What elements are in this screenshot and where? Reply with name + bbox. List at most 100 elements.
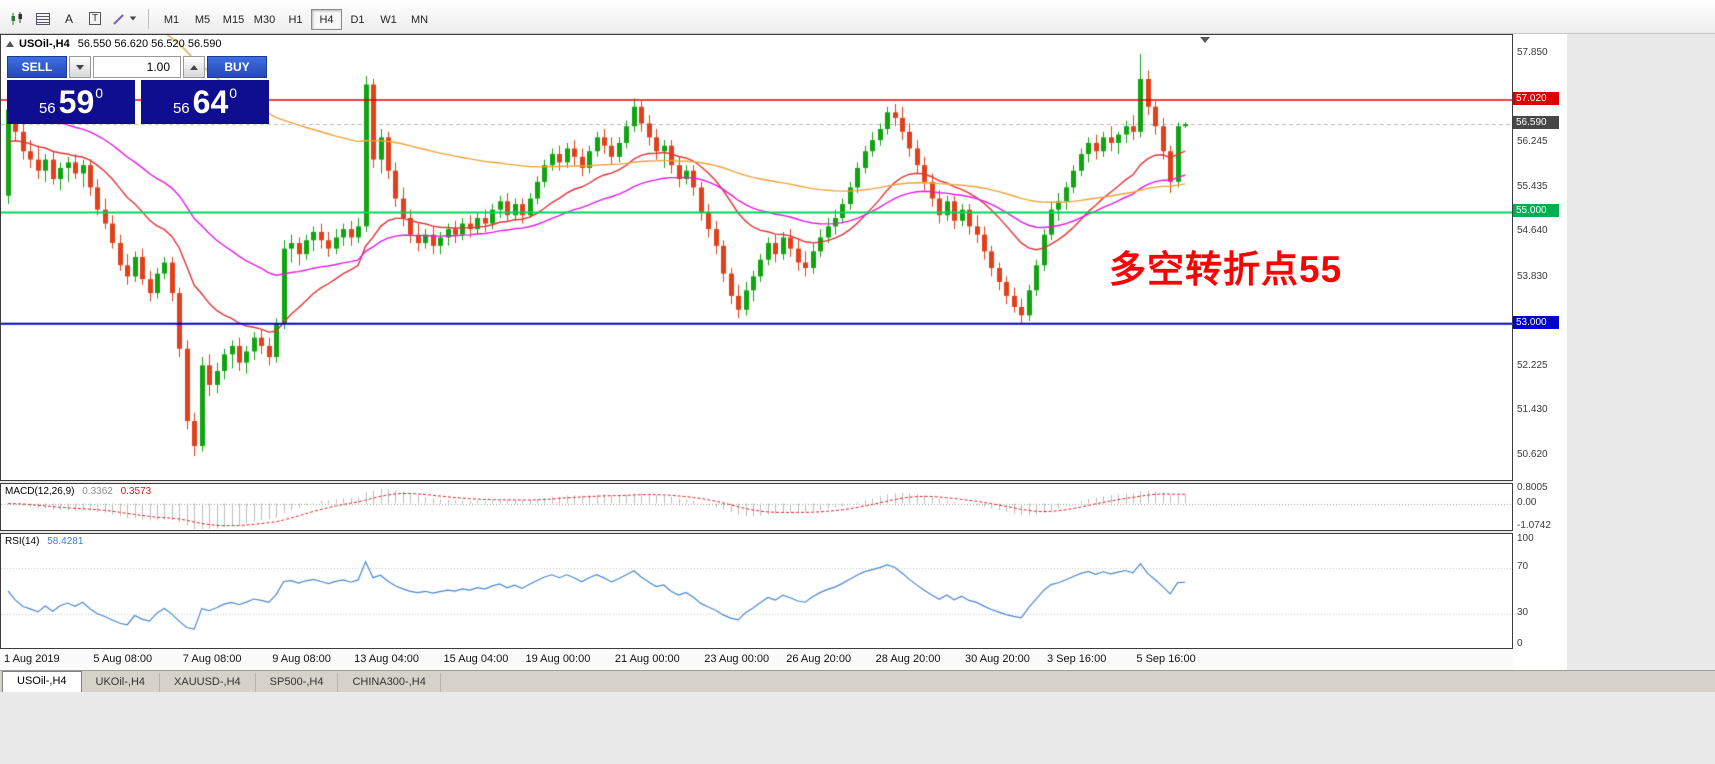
tab-china300-h4[interactable]: CHINA300-,H4 — [338, 673, 441, 692]
chart-ohlc-values: 56.550 56.620 56.520 56.590 — [77, 38, 222, 50]
tab-xauusd-h4[interactable]: XAUUSD-,H4 — [160, 673, 256, 692]
ask-price-display[interactable]: 56 64 0 — [141, 80, 269, 124]
time-axis-label: 15 Aug 04:00 — [443, 653, 509, 665]
axis-tick-label: -1.0742 — [1517, 520, 1551, 531]
timeframe-m30-button[interactable]: M30 — [249, 9, 280, 30]
chart-title: USOil-,H4 56.550 56.620 56.520 56.590 — [6, 38, 221, 50]
axis-price-flag: 53.000 — [1513, 315, 1559, 329]
draw-tools-icon[interactable] — [108, 7, 141, 30]
pencil-glyph — [113, 13, 124, 25]
axis-tick-label: 70 — [1517, 561, 1529, 573]
toolbar-separator — [148, 9, 149, 29]
rsi-value: 58.4281 — [47, 536, 84, 547]
bid-prefix: 56 — [38, 100, 56, 117]
chart-candles-icon[interactable] — [4, 7, 30, 30]
axis-price-flag: 57.020 — [1513, 92, 1559, 106]
timeframe-h4-button[interactable]: H4 — [311, 9, 342, 30]
macd-panel: MACD(12,26,9) 0.3362 0.3573 — [0, 483, 1513, 531]
volume-increase-button[interactable] — [183, 56, 205, 78]
chart-symbol-label: USOil-,H4 — [19, 38, 70, 50]
axis-tick-label: 56.245 — [1517, 136, 1548, 148]
timeframe-d1-button[interactable]: D1 — [342, 9, 373, 30]
timeframe-h1-button[interactable]: H1 — [280, 9, 311, 30]
price-axis-macd: 0.8005 0.00 -1.0742 — [1513, 482, 1567, 531]
timeframe-mn-button[interactable]: MN — [404, 9, 435, 30]
axis-price-flag: 55.000 — [1513, 204, 1559, 218]
toolbar: A T M1 M5 M15 M30 H1 H4 D1 W1 MN — [0, 0, 1715, 34]
chart-grid-icon[interactable] — [30, 7, 56, 30]
bid-main: 59 — [58, 84, 95, 120]
price-axis[interactable]: 57.850 56.245 55.435 54.640 53.830 52.225 51.4… — [1513, 34, 1567, 670]
volume-input[interactable] — [93, 56, 181, 78]
sell-button[interactable]: SELL — [7, 56, 67, 78]
one-click-trading-panel: SELL BUY 56 59 0 56 64 0 — [7, 56, 269, 124]
time-axis-label: 3 Sep 16:00 — [1047, 653, 1107, 665]
candles-glyph — [11, 11, 22, 25]
trade-controls-row: SELL BUY — [7, 56, 269, 78]
time-axis-label: 9 Aug 08:00 — [272, 653, 331, 665]
axis-tick-label: 55.435 — [1517, 181, 1548, 193]
macd-label: MACD(12,26,9) 0.3362 0.3573 — [5, 486, 156, 497]
main-chart-panel: USOil-,H4 56.550 56.620 56.520 56.590 SE… — [0, 34, 1513, 481]
timeframe-m5-button[interactable]: M5 — [187, 9, 218, 30]
tab-ukoil-h4[interactable]: UKOil-,H4 — [82, 673, 161, 692]
chevron-up-icon — [190, 64, 198, 70]
timeframe-w1-button[interactable]: W1 — [373, 9, 404, 30]
axis-price-flag: 56.590 — [1513, 116, 1559, 129]
rsi-label: RSI(14) 58.4281 — [5, 536, 88, 547]
rsi-canvas[interactable] — [1, 534, 1512, 648]
axis-tick-label: 53.830 — [1517, 270, 1548, 282]
price-annotation: 多空转折点55 — [1109, 249, 1343, 290]
time-axis-label: 7 Aug 08:00 — [182, 653, 242, 665]
macd-canvas[interactable] — [1, 484, 1512, 530]
macd-name: MACD(12,26,9) — [5, 486, 75, 497]
ask-pip: 0 — [229, 85, 238, 101]
tab-usoil-h4[interactable]: USOil-,H4 — [2, 671, 82, 692]
time-axis-label: 23 Aug 00:00 — [704, 653, 770, 665]
trade-quotes-row: 56 59 0 56 64 0 — [7, 80, 269, 124]
time-axis-label: 28 Aug 20:00 — [875, 653, 941, 665]
buy-button[interactable]: BUY — [207, 56, 267, 78]
axis-tick-label: 51.430 — [1517, 404, 1548, 416]
macd-value-main: 0.3362 — [82, 486, 113, 497]
axis-tick-label: 0 — [1517, 638, 1523, 649]
time-axis-label: 21 Aug 00:00 — [614, 653, 680, 665]
bid-price-display[interactable]: 56 59 0 — [7, 80, 135, 124]
axis-tick-label: 54.640 — [1517, 225, 1548, 237]
timeframe-m1-button[interactable]: M1 — [156, 9, 187, 30]
time-axis[interactable]: 1 Aug 2019 5 Aug 08:00 7 Aug 08:00 9 Aug 08… — [0, 649, 1513, 670]
rsi-name: RSI(14) — [5, 536, 40, 547]
price-axis-rsi: 100 70 30 0 — [1513, 533, 1567, 649]
chart-shift-marker[interactable] — [1200, 37, 1210, 43]
axis-tick-label: 0.00 — [1517, 496, 1537, 508]
time-axis-label: 1 Aug 2019 — [4, 653, 60, 665]
axis-tick-label: 52.225 — [1517, 359, 1548, 371]
time-axis-label: 30 Aug 20:00 — [965, 653, 1030, 665]
time-axis-label: 5 Sep 16:00 — [1136, 653, 1196, 665]
axis-tick-label: 0.8005 — [1517, 482, 1548, 493]
ask-main: 64 — [192, 84, 229, 120]
time-axis-label: 19 Aug 00:00 — [525, 653, 591, 665]
rsi-panel: RSI(14) 58.4281 — [0, 533, 1513, 649]
axis-tick-label: 30 — [1517, 606, 1529, 618]
axis-tick-label: 100 — [1517, 533, 1534, 544]
axis-tick-label: 50.620 — [1517, 449, 1548, 461]
price-axis-main: 57.850 56.245 55.435 54.640 53.830 52.225 51.4… — [1513, 34, 1567, 481]
volume-decrease-button[interactable] — [69, 56, 91, 78]
bid-pip: 0 — [95, 85, 104, 101]
textbox-icon[interactable]: T — [82, 7, 108, 30]
collapse-chart-icon[interactable] — [6, 41, 14, 47]
time-axis-label: 13 Aug 04:00 — [354, 653, 419, 665]
chart-tabs-bar: USOil-,H4 UKOil-,H4 XAUUSD-,H4 SP500-,H4… — [0, 670, 1715, 692]
chevron-down-icon — [129, 16, 137, 21]
textbox-glyph: T — [88, 12, 102, 25]
macd-value-signal: 0.3573 — [120, 486, 152, 497]
chevron-down-icon — [76, 64, 84, 70]
timeframe-m15-button[interactable]: M15 — [218, 9, 249, 30]
tab-sp500-h4[interactable]: SP500-,H4 — [256, 673, 339, 692]
time-axis-label: 26 Aug 20:00 — [786, 653, 852, 665]
time-axis-label: 5 Aug 08:00 — [93, 653, 153, 665]
annotate-letter-icon[interactable]: A — [56, 7, 82, 30]
ask-prefix: 56 — [172, 100, 190, 117]
